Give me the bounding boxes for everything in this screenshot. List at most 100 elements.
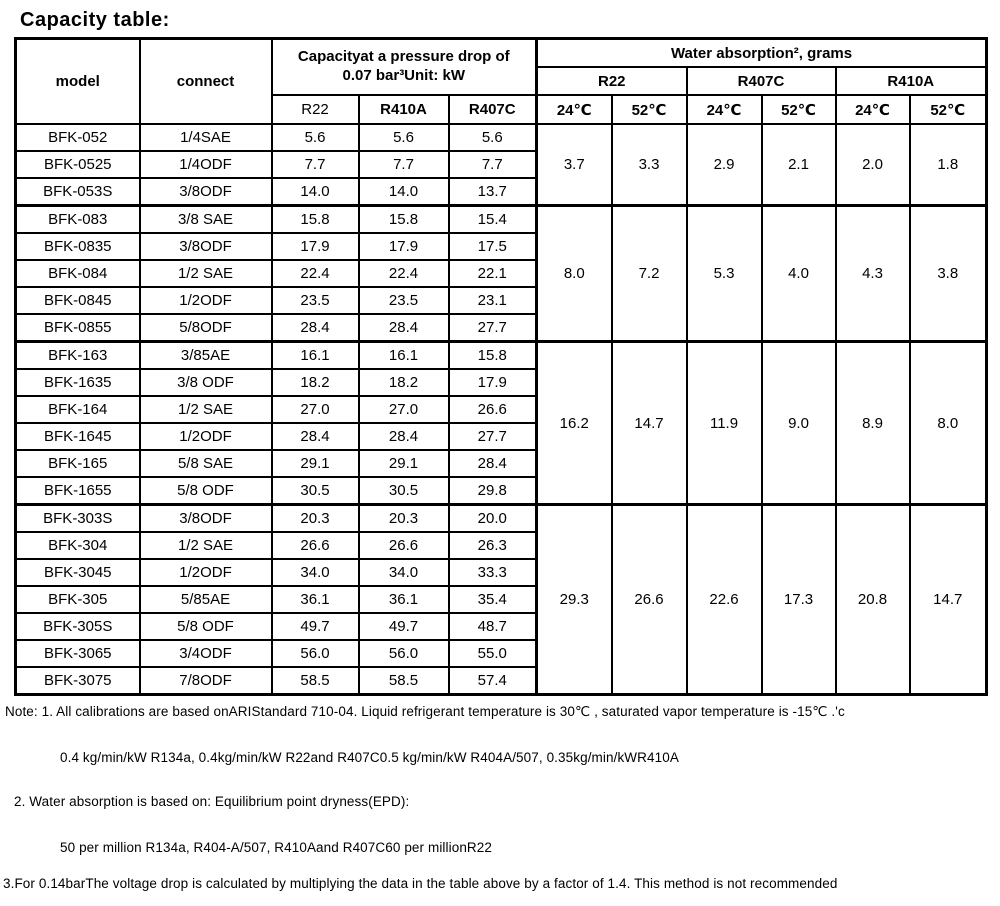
kw-cell: 29.8 [447, 476, 538, 506]
connect-cell: 3/85AE [138, 340, 273, 370]
table-row: BFK-083 3/8 SAE 15.8 15.8 15.4 8.0 7.2 5.3 4.0 4.… [14, 204, 988, 343]
kw-cell: 49.7 [270, 612, 360, 641]
kw-cell: 17.9 [270, 232, 360, 261]
model-cell: BFK-0855 [14, 313, 141, 343]
temp-col-r407c-24: 24℃ [685, 94, 763, 125]
model-cell: BFK-053S [14, 177, 141, 207]
kw-cell: 17.5 [447, 232, 538, 261]
table-row: BFK-0525 1/4ODF 7.7 7.7 7.7 [14, 150, 987, 179]
connect-cell: 5/8ODF [138, 313, 273, 343]
kw-cell: 7.7 [447, 150, 538, 179]
model-cell: BFK-1645 [14, 422, 141, 451]
absorption-cell: 26.6 [610, 503, 688, 696]
kw-cell: 56.0 [357, 639, 450, 668]
connect-cell: 5/8 ODF [138, 612, 273, 641]
connect-cell: 3/4ODF [138, 639, 273, 668]
connect-cell: 5/8 SAE [138, 449, 273, 478]
table-row: BFK-3075 7/8ODF 58.5 58.5 57.4 [14, 666, 987, 696]
connect-cell: 3/8ODF [138, 177, 273, 207]
table-row: BFK-305 5/85AE 36.1 36.1 35.4 [14, 585, 987, 614]
absorption-cell: 1.8 [908, 123, 988, 207]
absorption-cell: 2.1 [760, 123, 837, 207]
table-row: BFK-304 1/2 SAE 26.6 26.6 26.3 [14, 531, 987, 560]
header-row-1: model connect Capacityat a pressure drop… [14, 37, 988, 125]
kw-cell: 57.4 [447, 666, 538, 696]
model-cell: BFK-305 [14, 585, 141, 614]
absorption-cell: 5.3 [685, 204, 763, 343]
absorption-cell: 8.0 [908, 340, 988, 506]
table-row: BFK-163 3/85AE 16.1 16.1 15.8 16.2 14.7 11.9 9.0… [14, 340, 988, 506]
kw-cell: 33.3 [447, 558, 538, 587]
model-cell: BFK-303S [14, 503, 141, 533]
kw-cell: 5.6 [270, 123, 360, 152]
absorption-cell: 3.7 [535, 123, 613, 207]
kw-cell: 26.6 [270, 531, 360, 560]
model-cell: BFK-3075 [14, 666, 141, 696]
kw-cell: 20.0 [447, 503, 538, 533]
note-2-detail: 50 per million R134a, R404-A/507, R410Aa… [60, 840, 492, 855]
kw-cell: 20.3 [270, 503, 360, 533]
table-row: BFK-164 1/2 SAE 27.0 27.0 26.6 [14, 395, 987, 424]
model-cell: BFK-083 [14, 204, 141, 234]
model-cell: BFK-0845 [14, 286, 141, 315]
absorption-cell: 9.0 [760, 340, 837, 506]
absorption-cell: 8.0 [535, 204, 613, 343]
table-row: BFK-305S 5/8 ODF 49.7 49.7 48.7 [14, 612, 987, 641]
kw-cell: 22.4 [270, 259, 360, 288]
connect-cell: 5/8 ODF [138, 476, 273, 506]
kw-cell: 28.4 [270, 313, 360, 343]
model-cell: BFK-0525 [14, 150, 141, 179]
absorption-cell: 4.3 [834, 204, 911, 343]
capacity-col-r407c: R407C [447, 94, 538, 125]
model-cell: BFK-304 [14, 531, 141, 560]
absorption-cell: 3.8 [908, 204, 988, 343]
model-cell: BFK-1655 [14, 476, 141, 506]
kw-cell: 15.8 [357, 204, 450, 234]
table-row: BFK-303S 3/8ODF 20.3 20.3 20.0 29.3 26.6 22.6 17… [14, 503, 988, 696]
table-row: BFK-165 5/8 SAE 29.1 29.1 28.4 [14, 449, 987, 478]
connect-cell: 1/2ODF [138, 558, 273, 587]
absorption-cell: 11.9 [685, 340, 763, 506]
kw-cell: 15.4 [447, 204, 538, 234]
table-row: BFK-1645 1/2ODF 28.4 28.4 27.7 [14, 422, 987, 451]
connect-cell: 1/2 SAE [138, 395, 273, 424]
note-1: Note: 1. All calibrations are based onAR… [5, 704, 845, 719]
kw-cell: 30.5 [357, 476, 450, 506]
kw-cell: 58.5 [270, 666, 360, 696]
connect-cell: 1/4ODF [138, 150, 273, 179]
kw-cell: 35.4 [447, 585, 538, 614]
kw-cell: 17.9 [447, 368, 538, 397]
kw-cell: 16.1 [270, 340, 360, 370]
kw-cell: 49.7 [357, 612, 450, 641]
kw-cell: 34.0 [270, 558, 360, 587]
kw-cell: 13.7 [447, 177, 538, 207]
note-1-detail: 0.4 kg/min/kW R134a, 0.4kg/min/kW R22and… [60, 750, 679, 765]
model-cell: BFK-165 [14, 449, 141, 478]
kw-cell: 34.0 [357, 558, 450, 587]
kw-cell: 14.0 [357, 177, 450, 207]
model-cell: BFK-084 [14, 259, 141, 288]
kw-cell: 22.1 [447, 259, 538, 288]
table-row: BFK-052 1/4SAE 5.6 5.6 5.6 3.7 3.3 2.9 2.1 2.0 1.8 [14, 123, 988, 207]
absorption-cell: 22.6 [685, 503, 763, 696]
connect-cell: 1/2ODF [138, 422, 273, 451]
kw-cell: 17.9 [357, 232, 450, 261]
kw-cell: 15.8 [270, 204, 360, 234]
connect-cell: 5/85AE [138, 585, 273, 614]
connect-cell: 3/8 SAE [138, 204, 273, 234]
kw-cell: 36.1 [270, 585, 360, 614]
table-row: BFK-0855 5/8ODF 28.4 28.4 27.7 [14, 313, 987, 343]
model-cell: BFK-305S [14, 612, 141, 641]
model-cell: BFK-3065 [14, 639, 141, 668]
model-cell: BFK-163 [14, 340, 141, 370]
kw-cell: 27.0 [270, 395, 360, 424]
kw-cell: 29.1 [357, 449, 450, 478]
kw-cell: 18.2 [357, 368, 450, 397]
kw-cell: 14.0 [270, 177, 360, 207]
absorption-cell: 20.8 [834, 503, 911, 696]
capacity-col-r22: R22 [270, 94, 360, 125]
table-row: BFK-3065 3/4ODF 56.0 56.0 55.0 [14, 639, 987, 668]
capacity-group-line1: Capacityat a pressure drop of [297, 48, 510, 66]
table-row: BFK-0835 3/8ODF 17.9 17.9 17.5 [14, 232, 987, 261]
